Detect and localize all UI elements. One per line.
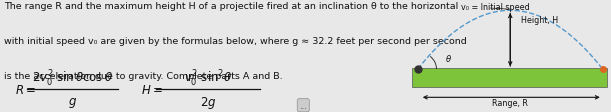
Text: $v_0^2\ \sin^2\!\theta$: $v_0^2\ \sin^2\!\theta$ <box>183 68 232 88</box>
Text: $g$: $g$ <box>68 95 77 109</box>
Bar <box>412 68 607 87</box>
Text: v₀ = Initial speed: v₀ = Initial speed <box>461 3 530 12</box>
Text: $H=$: $H=$ <box>141 83 163 96</box>
Text: $2v_0^2\ \sin\theta\cos\theta$: $2v_0^2\ \sin\theta\cos\theta$ <box>32 68 113 88</box>
Text: Height, H: Height, H <box>521 16 558 25</box>
Text: The range R and the maximum height H of a projectile fired at an inclination θ t: The range R and the maximum height H of … <box>4 2 458 11</box>
Text: Range, R: Range, R <box>492 99 528 108</box>
Text: ...: ... <box>299 101 307 110</box>
Text: $2g$: $2g$ <box>200 94 216 110</box>
Text: $\theta$: $\theta$ <box>445 53 452 64</box>
Text: with initial speed v₀ are given by the formulas below, where g ≈ 32.2 feet per s: with initial speed v₀ are given by the f… <box>4 37 467 46</box>
Text: $R=$: $R=$ <box>15 83 35 96</box>
Text: is the acceleration due to gravity. Complete parts A and B.: is the acceleration due to gravity. Comp… <box>4 72 283 81</box>
